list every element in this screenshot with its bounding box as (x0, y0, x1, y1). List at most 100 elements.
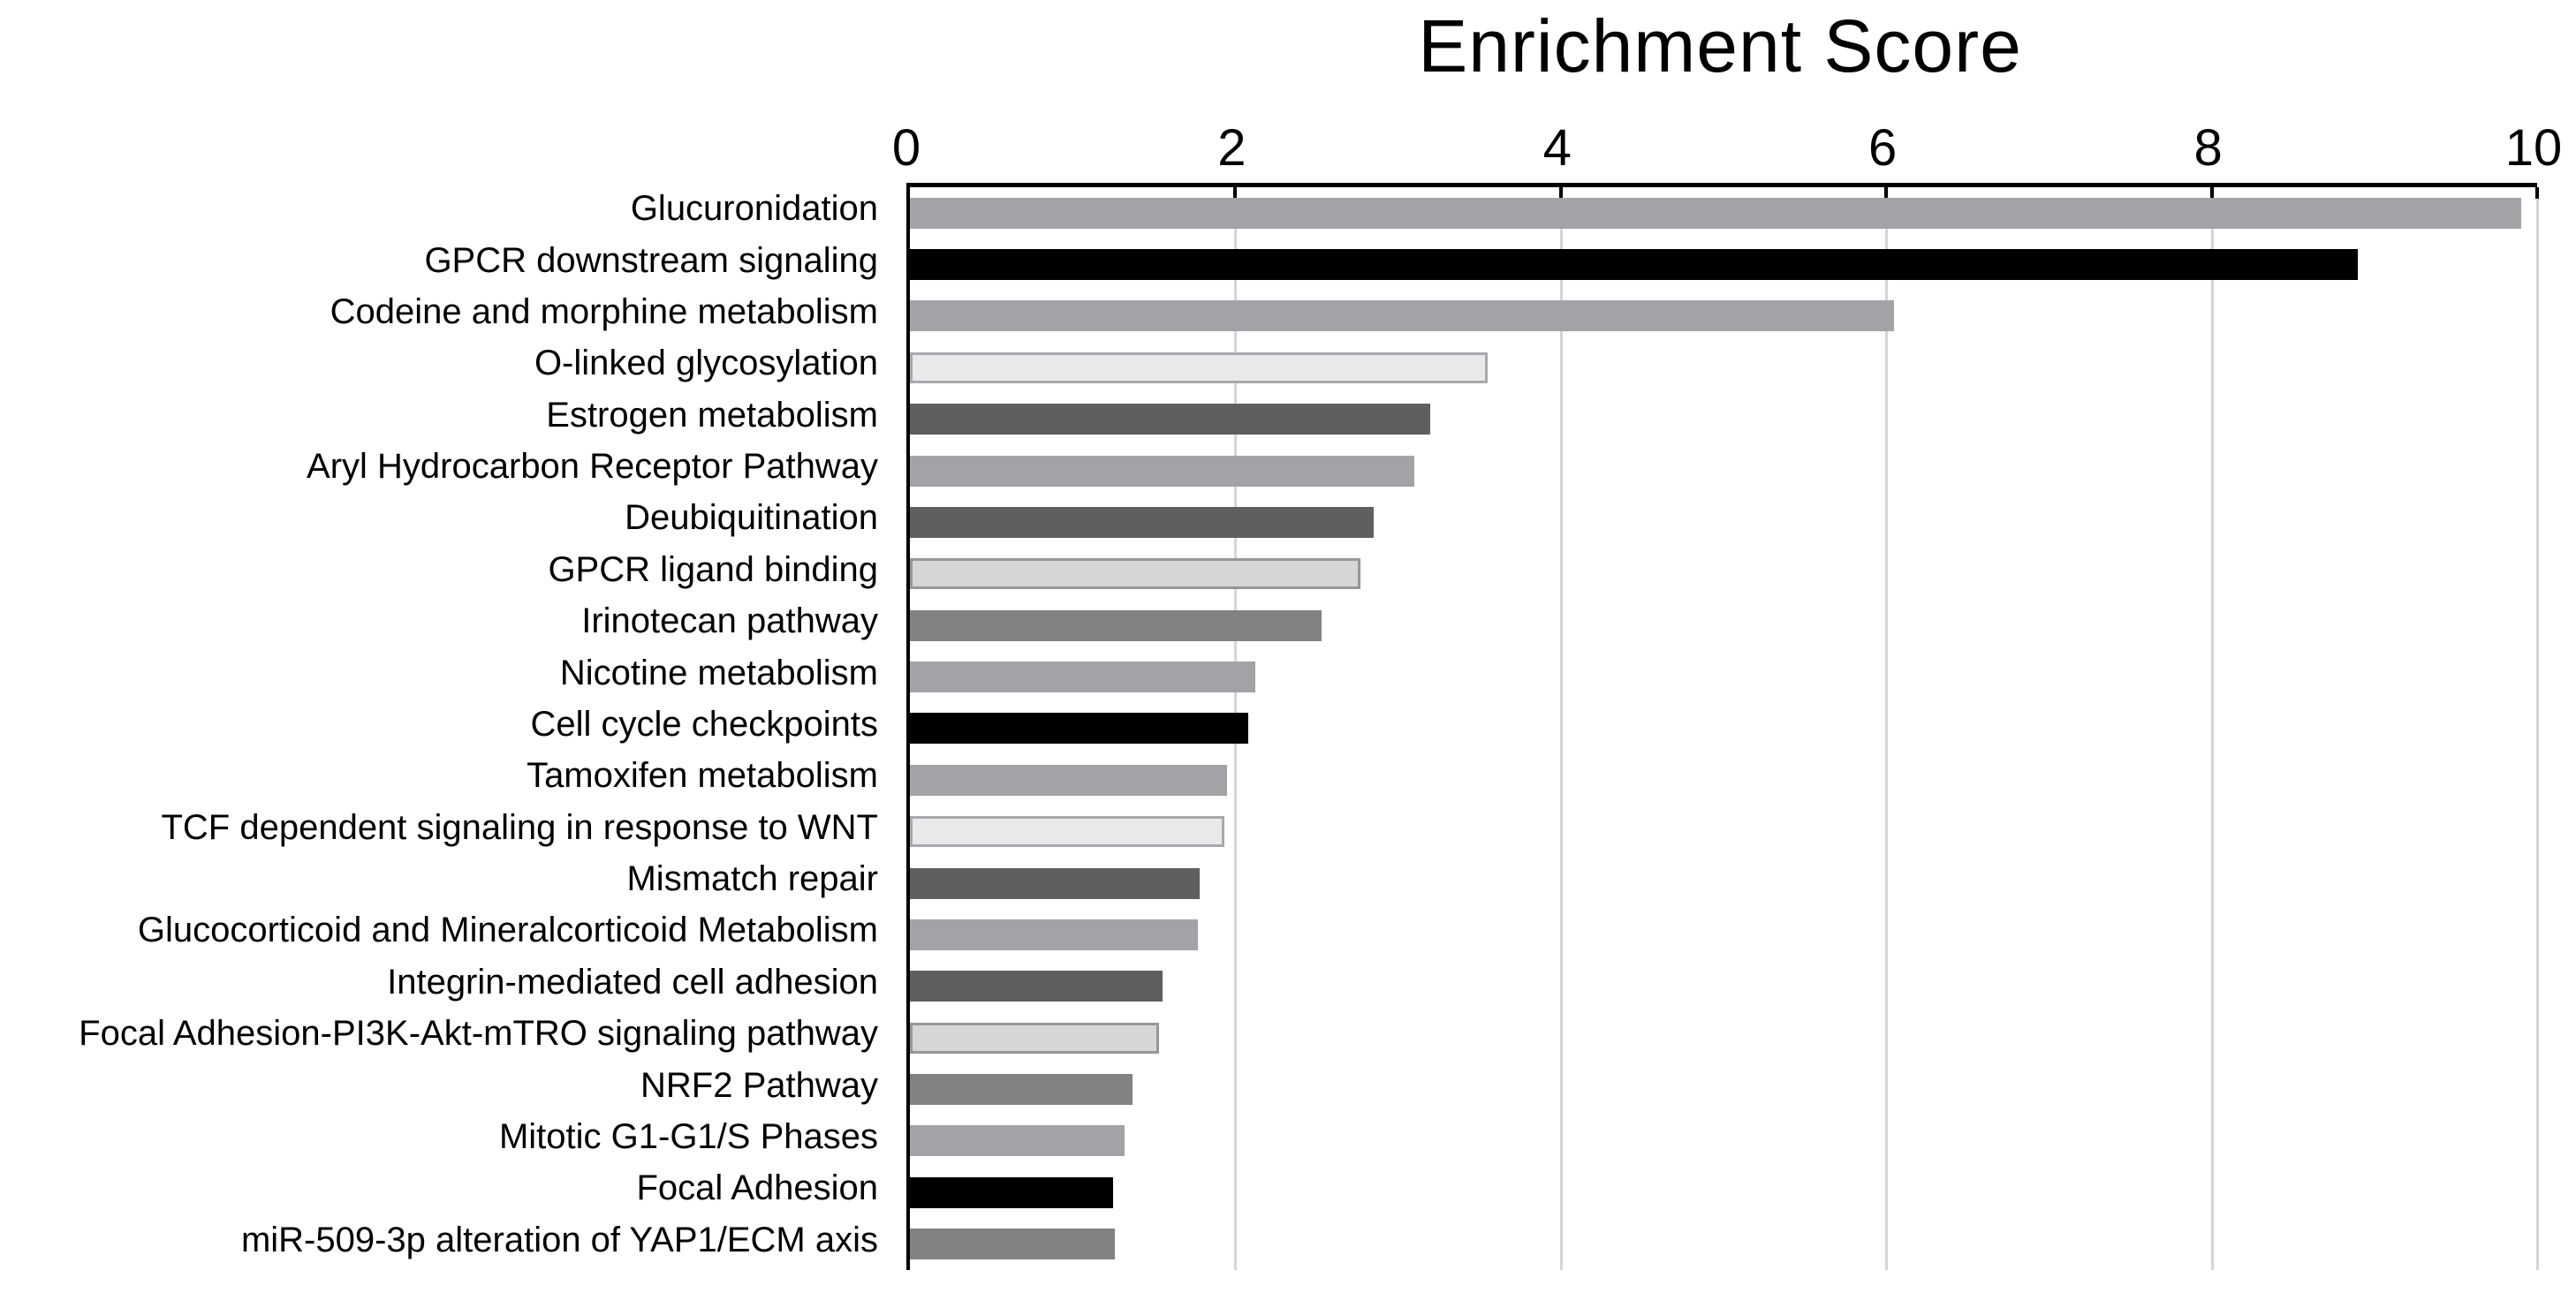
y-label-row: Mismatch repair (0, 853, 878, 904)
gridline (1885, 187, 1889, 1270)
x-tick-label: 10 (2504, 119, 2563, 177)
gridline (1559, 187, 1563, 1270)
y-label-row: Tamoxifen metabolism (0, 750, 878, 801)
bar (910, 1125, 1125, 1157)
gridline (2210, 187, 2214, 1270)
bar-row (910, 600, 2537, 651)
bar (910, 249, 2359, 281)
y-label-row: miR-509-3p alteration of YAP1/ECM axis (0, 1214, 878, 1266)
bar (910, 300, 1895, 332)
x-tick-label: 8 (2193, 119, 2223, 177)
plot-area (906, 183, 2539, 1270)
bar (910, 197, 2521, 229)
bar (910, 404, 1431, 435)
y-axis-label: Deubiquitination (625, 498, 878, 538)
tick-mark (2209, 187, 2214, 199)
bar-row (910, 703, 2537, 754)
bar-row (910, 806, 2537, 858)
bar-row (910, 187, 2537, 238)
bar-row (910, 394, 2537, 445)
y-axis-label: Aryl Hydrocarbon Receptor Pathway (307, 447, 878, 487)
y-axis-label: Focal Adhesion-PI3K-Akt-mTRO signaling p… (79, 1014, 878, 1054)
bar (910, 1176, 1114, 1208)
y-axis-label: TCF dependent signaling in response to W… (161, 807, 878, 847)
bar-row (910, 342, 2537, 393)
gridline (2536, 187, 2539, 1270)
y-axis-label: NRF2 Pathway (640, 1065, 878, 1105)
y-label-row: Codeine and morphine metabolism (0, 286, 878, 337)
bar (910, 1022, 1159, 1054)
bar-row (910, 548, 2537, 600)
bar-row (910, 961, 2537, 1012)
y-label-row: Nicotine metabolism (0, 646, 878, 698)
bar (910, 867, 1200, 899)
y-axis-label: Glucocorticoid and Mineralcorticoid Meta… (137, 911, 878, 950)
bar-row (910, 496, 2537, 548)
y-label-row: Glucuronidation (0, 183, 878, 234)
y-axis-label: Mitotic G1-G1/S Phases (498, 1116, 878, 1156)
y-label-row: O-linked glycosylation (0, 337, 878, 389)
tick-mark (1233, 187, 1238, 199)
y-label-row: GPCR downstream signaling (0, 234, 878, 285)
y-label-row: Aryl Hydrocarbon Receptor Pathway (0, 441, 878, 492)
y-axis-label: Estrogen metabolism (546, 395, 878, 435)
bar-row (910, 651, 2537, 702)
y-axis-label: miR-509-3p alteration of YAP1/ECM axis (240, 1220, 878, 1259)
bar-row (910, 1219, 2537, 1270)
x-tick-label: 0 (891, 119, 921, 177)
bar (910, 609, 1322, 641)
y-axis-label: Focal Adhesion (636, 1168, 878, 1208)
bar-row (910, 445, 2537, 496)
bar (910, 764, 1228, 796)
bar (910, 506, 1374, 538)
bar-row (910, 909, 2537, 960)
tick-mark (2535, 187, 2539, 199)
y-label-row: Glucocorticoid and Mineralcorticoid Meta… (0, 904, 878, 956)
bar-row (910, 858, 2537, 909)
bar (910, 455, 1415, 487)
y-axis-label: Integrin-mediated cell adhesion (387, 962, 878, 1002)
y-label-row: Estrogen metabolism (0, 389, 878, 441)
y-axis-label: GPCR ligand binding (548, 549, 878, 589)
tick-mark (1884, 187, 1889, 199)
y-label-row: Mitotic G1-G1/S Phases (0, 1111, 878, 1162)
y-label-row: Focal Adhesion-PI3K-Akt-mTRO signaling p… (0, 1008, 878, 1059)
y-label-row: Irinotecan pathway (0, 595, 878, 646)
bar-row (910, 754, 2537, 805)
y-axis-label: Tamoxifen metabolism (527, 756, 878, 796)
bar-row (910, 1012, 2537, 1063)
bar-row (910, 1115, 2537, 1167)
x-tick-label: 2 (1217, 119, 1246, 177)
bar (910, 352, 1488, 383)
bars-layer (910, 187, 2537, 1270)
y-label-row: NRF2 Pathway (0, 1059, 878, 1110)
x-tick-label: 4 (1542, 119, 1572, 177)
bar (910, 1229, 1116, 1260)
bar-row (910, 291, 2537, 342)
bar (910, 558, 1361, 590)
bar (910, 971, 1163, 1002)
tick-mark (1558, 187, 1563, 199)
y-axis-labels: Glucuronidation GPCR downstream signaling… (0, 183, 892, 1266)
y-axis-label: Irinotecan pathway (581, 601, 878, 641)
bar-row (910, 1063, 2537, 1115)
bar-row (910, 1167, 2537, 1218)
y-axis-label: Mismatch repair (626, 859, 878, 899)
bar (910, 1074, 1133, 1106)
y-axis-label: Glucuronidation (630, 189, 878, 229)
y-axis-label: Cell cycle checkpoints (530, 704, 879, 744)
bar (910, 713, 1249, 745)
bar (910, 816, 1224, 848)
y-axis-label: Codeine and morphine metabolism (330, 291, 878, 331)
chart-title: Enrichment Score (1418, 4, 2022, 87)
y-label-row: GPCR ligand binding (0, 544, 878, 595)
y-label-row: Deubiquitination (0, 492, 878, 543)
y-axis-label: O-linked glycosylation (534, 344, 878, 383)
y-label-row: Focal Adhesion (0, 1162, 878, 1214)
bar (910, 919, 1199, 950)
x-tick-label: 6 (1868, 119, 1898, 177)
bar-row (910, 238, 2537, 290)
y-label-row: Integrin-mediated cell adhesion (0, 957, 878, 1008)
y-axis-label: Nicotine metabolism (559, 653, 878, 692)
